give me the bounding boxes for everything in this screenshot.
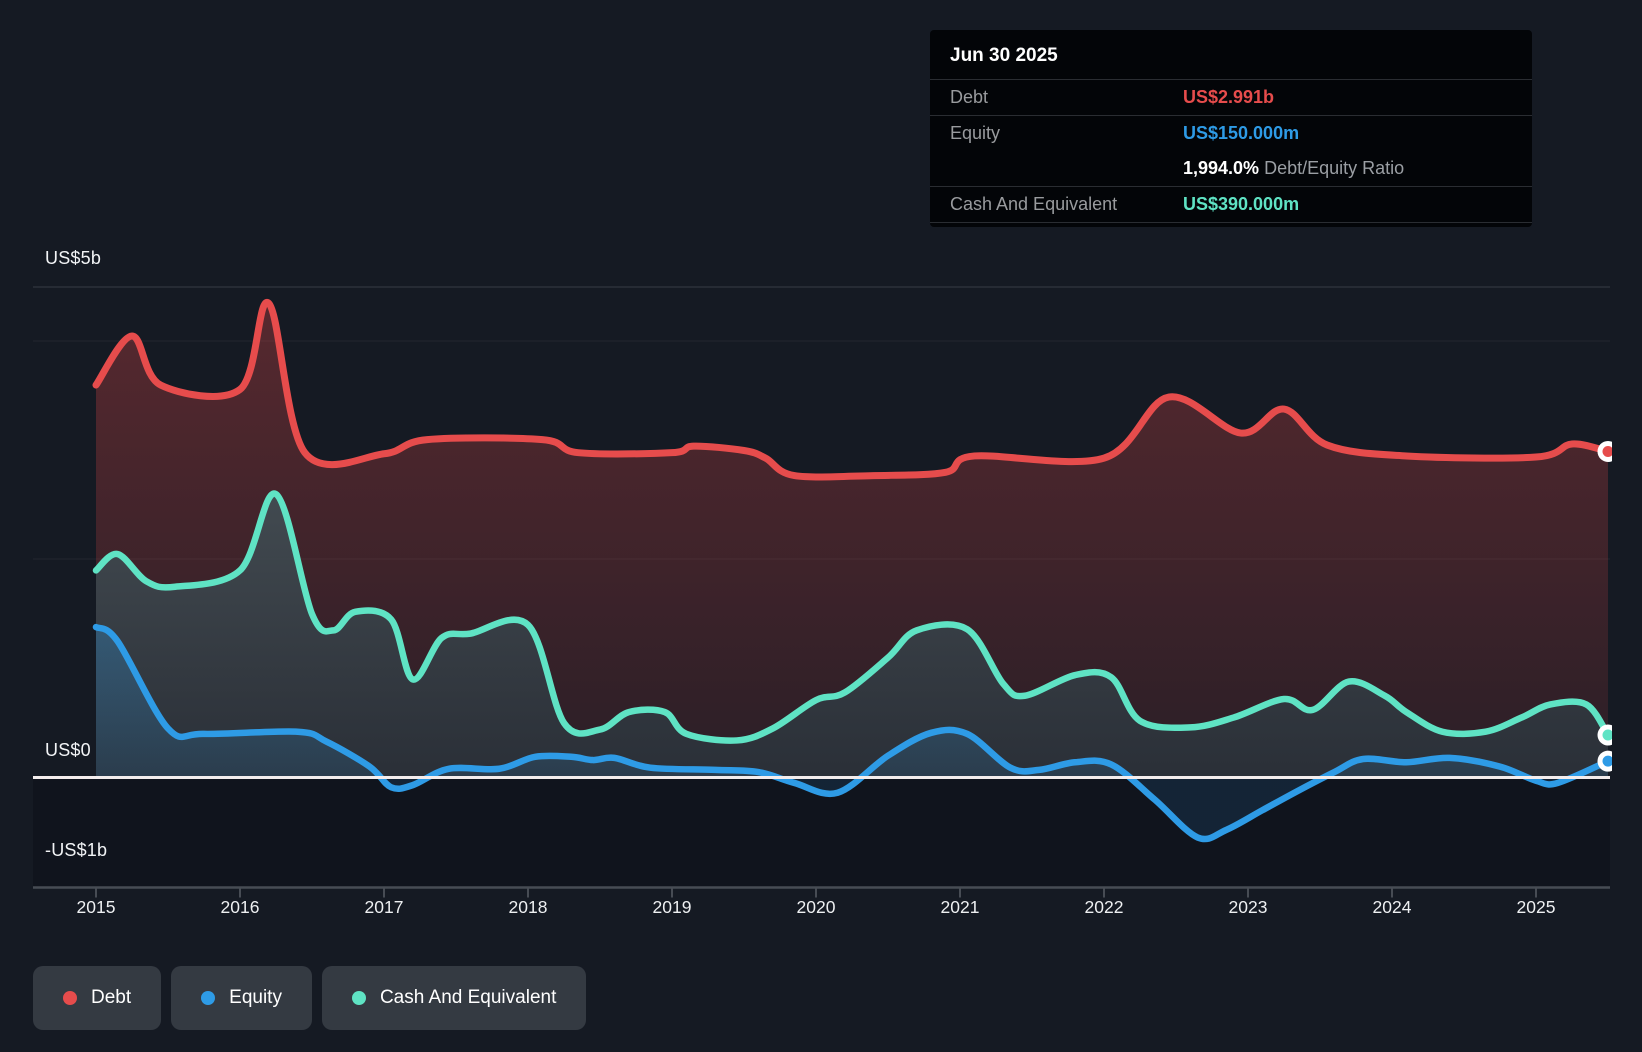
hover-tooltip: Jun 30 2025 Debt US$2.991b Equity US$150.00… [930,30,1532,227]
legend-item-equity[interactable]: Equity [171,966,312,1030]
tooltip-date: Jun 30 2025 [930,30,1532,80]
end-marker-core [1602,445,1612,457]
x-axis-year-label: 2022 [1084,897,1124,917]
equity-line [92,623,1612,843]
x-axis-year-label: 2017 [364,897,404,917]
legend-color-dot-icon [63,991,77,1005]
x-axis-year-label: 2020 [796,897,836,917]
tooltip-row-value: US$150.000m [1183,123,1300,143]
end-marker-core [1602,729,1612,741]
x-axis-year-label: 2024 [1372,897,1412,917]
tooltip-row: Cash And Equivalent US$390.000m [930,186,1532,223]
y-axis-tick-label: US$5b [45,248,102,268]
legend-color-dot-icon [351,991,366,1005]
legend-item-label: Debt [91,987,132,1008]
legend-color-dot-icon [201,991,216,1005]
cash-area-fill [96,493,1608,778]
tooltip-row-value: US$390.000m [1183,194,1300,214]
debt-line [92,299,1612,481]
tooltip-row-label: Debt [950,87,989,107]
tooltip-row-value: 1,994.0% Debt/Equity Ratio [1183,158,1405,178]
y-axis-tick-label: -US$1b [45,840,108,860]
legend-item-cash-and-equivalent[interactable]: Cash And Equivalent [321,966,587,1030]
x-axis-year-label: 2023 [1228,897,1268,917]
x-axis-year-label: 2019 [652,897,692,917]
chart-legend: Debt Equity Cash And Equivalent [33,966,587,1030]
legend-item-debt[interactable]: Debt [33,966,162,1030]
x-axis-year-label: 2018 [508,897,548,917]
cash-line [92,490,1612,744]
tooltip-rows: Debt US$2.991b Equity US$150.000m 1,994.0% D… [930,80,1532,223]
x-axis-year-label: 2025 [1516,897,1556,917]
x-axis-year-label: 2021 [940,897,980,917]
x-axis-year-label: 2015 [76,897,116,917]
tooltip-row-value: US$2.991b [1183,87,1275,107]
tooltip-row: Debt US$2.991b [930,80,1532,115]
tooltip-row-label: Equity [950,123,1001,143]
tooltip-row-suffix: Debt/Equity Ratio [1259,158,1405,178]
x-axis-year-label: 2016 [220,897,260,917]
legend-item-label: Cash And Equivalent [379,987,557,1008]
equity-area-fill [96,627,1608,840]
y-axis-tick-label: US$0 [45,740,91,760]
end-marker-core [1602,755,1612,767]
legend-item-label: Equity [229,987,282,1008]
tooltip-row: Equity US$150.000m [930,115,1532,151]
tooltip-row-label: Cash And Equivalent [950,194,1118,214]
tooltip-row: 1,994.0% Debt/Equity Ratio [930,151,1532,186]
